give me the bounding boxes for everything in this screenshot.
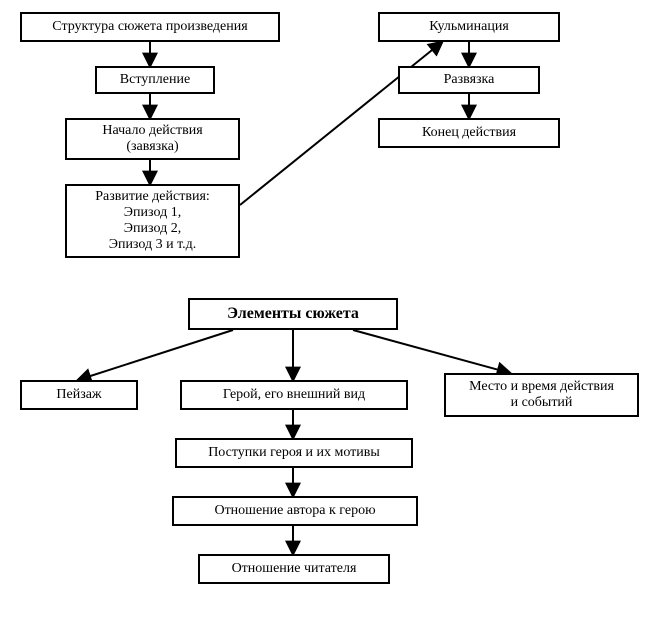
node-text: Структура сюжета произведения [52, 19, 247, 35]
node-denoue: Развязка [398, 66, 540, 94]
node-text: Эпизод 3 и т.д. [109, 237, 197, 253]
node-text: Поступки героя и их мотивы [208, 445, 380, 461]
node-develop: Развитие действия:Эпизод 1,Эпизод 2,Эпиз… [65, 184, 240, 258]
node-text: Вступление [120, 72, 190, 88]
node-text: Место и время действия [469, 379, 614, 395]
node-climax: Кульминация [378, 12, 560, 42]
node-intro: Вступление [95, 66, 215, 94]
node-text: Кульминация [429, 19, 509, 35]
node-hero: Герой, его внешний вид [180, 380, 408, 410]
node-text: (завязка) [126, 139, 178, 155]
node-text: Развязка [444, 72, 495, 88]
node-reader: Отношение читателя [198, 554, 390, 584]
node-acts: Поступки героя и их мотивы [175, 438, 413, 468]
node-begin: Начало действия(завязка) [65, 118, 240, 160]
edge-8 [353, 330, 510, 373]
node-text: Конец действия [422, 125, 516, 141]
node-text: Отношение читателя [232, 561, 357, 577]
node-text: Развитие действия: [95, 189, 210, 205]
node-text: Отношение автора к герою [214, 503, 375, 519]
node-landscape: Пейзаж [20, 380, 138, 410]
node-text: Элементы сюжета [227, 305, 359, 323]
node-end: Конец действия [378, 118, 560, 148]
node-text: Герой, его внешний вид [223, 387, 365, 403]
node-place: Место и время действияи событий [444, 373, 639, 417]
node-text: Эпизод 1, [124, 205, 181, 221]
node-text: Эпизод 2, [124, 221, 181, 237]
node-elements: Элементы сюжета [188, 298, 398, 330]
node-text: Начало действия [102, 123, 202, 139]
node-author: Отношение автора к герою [172, 496, 418, 526]
node-text: и событий [511, 395, 573, 411]
flowchart-canvas: Структура сюжета произведения Вступление Н… [0, 0, 651, 624]
node-text: Пейзаж [56, 387, 101, 403]
edge-6 [78, 330, 233, 380]
node-structure: Структура сюжета произведения [20, 12, 280, 42]
